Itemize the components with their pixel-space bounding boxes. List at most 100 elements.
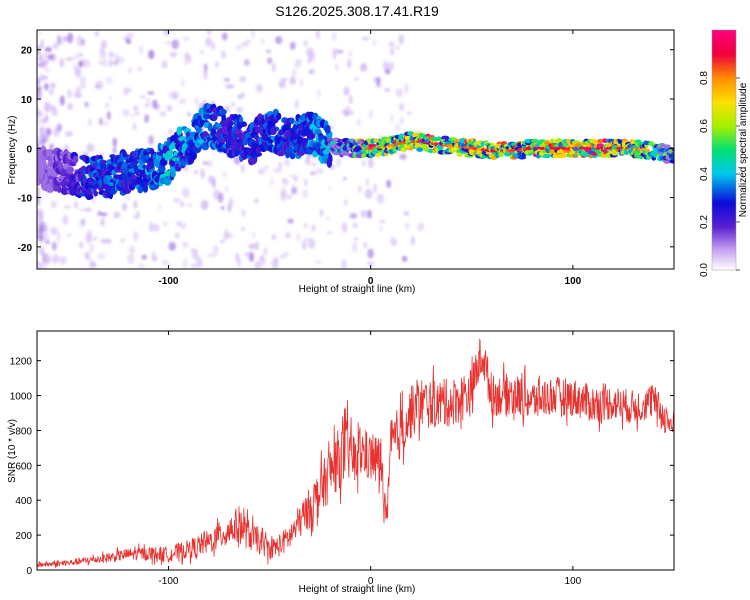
noise-blob xyxy=(62,36,69,42)
noise-blob xyxy=(65,56,74,62)
noise-blob xyxy=(105,101,109,109)
noise-blob xyxy=(307,238,316,249)
noise-blob xyxy=(152,252,157,257)
noise-blob xyxy=(44,253,52,265)
noise-blob xyxy=(332,47,338,54)
ridge-blob xyxy=(122,150,127,158)
noise-blob xyxy=(187,203,193,207)
noise-blob xyxy=(366,261,375,266)
noise-blob xyxy=(312,161,317,167)
noise-blob xyxy=(148,135,154,146)
snr-y-label: SNR (10 * v/v) xyxy=(7,419,18,483)
noise-blob xyxy=(221,50,226,60)
noise-blob xyxy=(224,186,229,192)
noise-blob xyxy=(372,40,377,46)
ridge-blob xyxy=(289,117,295,125)
noise-blob xyxy=(105,76,113,85)
ridge-blob xyxy=(169,167,177,174)
noise-blob xyxy=(37,195,41,206)
noise-blob xyxy=(108,50,114,59)
ridge-blob xyxy=(411,132,418,138)
noise-blob xyxy=(410,236,415,246)
noise-blob xyxy=(303,237,311,242)
noise-blob xyxy=(67,102,74,111)
spectrogram-plot-area xyxy=(37,30,674,269)
noise-blob xyxy=(294,60,301,69)
noise-blob xyxy=(302,240,307,250)
noise-blob xyxy=(88,260,93,269)
noise-blob xyxy=(65,130,73,137)
noise-blob xyxy=(169,91,175,100)
ridge-blob xyxy=(416,147,424,152)
noise-blob xyxy=(39,261,48,269)
snr-y-tick-label: 600 xyxy=(15,461,32,472)
noise-blob xyxy=(43,66,48,72)
noise-blob xyxy=(367,248,374,259)
noise-blob xyxy=(212,245,219,252)
noise-blob xyxy=(306,47,315,57)
ridge-peak xyxy=(643,148,650,152)
noise-blob xyxy=(77,52,84,58)
ridge-blob xyxy=(221,109,227,116)
noise-blob xyxy=(184,61,189,65)
noise-blob xyxy=(179,201,186,208)
noise-blob xyxy=(336,156,341,168)
noise-blob xyxy=(272,167,280,174)
noise-blob xyxy=(224,83,232,90)
noise-blob xyxy=(199,168,206,179)
noise-blob xyxy=(160,61,167,69)
noise-blob xyxy=(180,78,185,87)
noise-blob xyxy=(74,200,78,210)
noise-blob xyxy=(271,258,279,269)
noise-blob xyxy=(194,97,198,105)
noise-blob xyxy=(62,214,69,226)
noise-blob xyxy=(345,105,351,115)
noise-blob xyxy=(159,110,166,117)
noise-blob xyxy=(172,91,179,100)
snr-panel: 0 200 400 600 800 1000 1200 -100 0 100 Height of… xyxy=(7,330,675,595)
noise-blob xyxy=(122,203,128,211)
noise-blob xyxy=(194,170,198,175)
noise-blob xyxy=(399,116,404,125)
noise-blob xyxy=(362,159,366,167)
noise-blob xyxy=(317,89,321,98)
noise-blob xyxy=(373,183,377,193)
noise-blob xyxy=(331,31,337,42)
colorbar-tick-label: 0.8 xyxy=(699,71,710,85)
noise-blob xyxy=(133,105,138,111)
noise-blob xyxy=(293,177,298,182)
noise-blob xyxy=(255,240,259,251)
noise-blob xyxy=(265,49,272,53)
noise-blob xyxy=(57,35,61,44)
noise-blob xyxy=(263,247,268,256)
noise-blob xyxy=(285,193,293,200)
snr-plot-area xyxy=(37,338,674,568)
noise-blob xyxy=(284,157,291,167)
noise-blob xyxy=(44,46,52,53)
noise-blob xyxy=(279,254,286,259)
noise-blob xyxy=(133,200,138,209)
ridge-blob xyxy=(581,152,591,158)
snr-x-tick-label: -100 xyxy=(158,576,178,587)
noise-blob xyxy=(207,253,215,258)
noise-blob xyxy=(108,59,113,68)
ridge-blob xyxy=(404,135,411,141)
figure-title: S126.2025.308.17.41.R19 xyxy=(275,3,439,19)
noise-blob xyxy=(103,57,107,68)
noise-blob xyxy=(289,41,296,50)
noise-blob xyxy=(354,76,360,81)
noise-blob xyxy=(365,177,369,187)
noise-blob xyxy=(45,240,50,245)
noise-blob xyxy=(45,127,52,137)
noise-blob xyxy=(188,55,192,64)
noise-blob xyxy=(190,263,198,269)
noise-blob xyxy=(239,76,247,83)
ridge-blob xyxy=(498,152,504,158)
noise-blob xyxy=(37,116,42,127)
ridge-blob xyxy=(188,150,197,161)
colorbar-tick-label: 0.6 xyxy=(699,119,710,133)
noise-blob xyxy=(236,106,244,113)
noise-blob xyxy=(325,216,330,221)
ridge-blob xyxy=(276,112,282,120)
noise-blob xyxy=(199,50,204,54)
